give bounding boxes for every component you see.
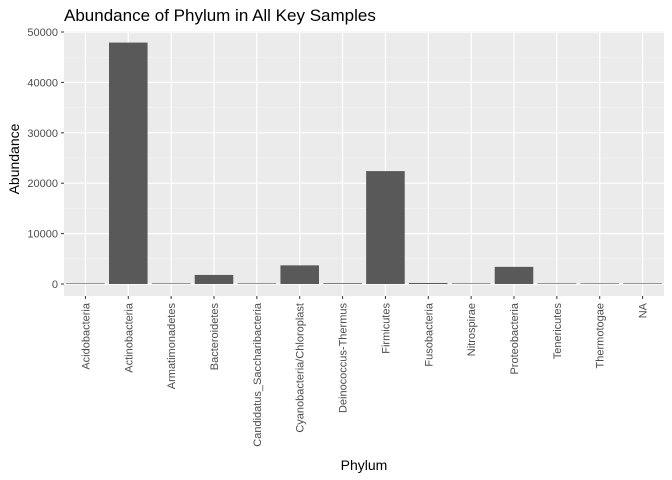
bar-bacteroidetes [194,274,234,284]
y-tick-label: 50000 [27,27,58,39]
y-tick-label: 20000 [27,178,58,190]
x-tick-label: Tenericutes [552,303,564,360]
bars [66,42,662,284]
y-axis-title: Abundance [6,123,22,194]
x-tick-label: Thermotogae [595,303,607,368]
x-tick-label: Proteobacteria [509,302,521,374]
bar-thermotogae [580,283,619,284]
x-tick-label: Armatimonadetes [166,303,178,390]
bar-na [623,283,662,284]
y-axis: 0 10000 20000 30000 40000 50000 [27,27,64,291]
y-tick-label: 10000 [27,229,58,241]
plot-panel [64,31,664,296]
x-axis-title: Phylum [341,457,388,473]
x-tick-label: Deinococcus-Thermus [338,303,350,414]
x-axis: Acidobacteria Actinobacteria Armatimonadet… [80,296,650,447]
x-tick-label: Fusobacteria [423,302,435,366]
bar-candidatus-saccharibacteria [237,283,277,284]
y-tick-label: 30000 [27,128,58,140]
x-tick-label: Firmicutes [380,303,392,354]
bar-armatimonadetes [151,283,191,284]
bar-proteobacteria [494,266,534,284]
x-tick-label: Nitrospirae [466,303,478,356]
bar-actinobacteria [109,42,148,284]
bar-firmicutes [366,171,405,284]
x-tick-label: Cyanobacteria/Chloroplast [295,303,307,433]
x-tick-label: Bacteroidetes [209,303,221,371]
x-tick-label: NA [638,302,650,318]
chart-title: Abundance of Phylum in All Key Samples [64,6,376,25]
y-tick-label: 0 [52,279,58,291]
x-tick-label: Acidobacteria [80,302,92,370]
bar-tenericutes [537,283,577,284]
bar-acidobacteria [66,283,105,284]
bar-nitrospirae [451,283,491,284]
bar-cyanobacteria-chloroplast [280,265,319,284]
y-tick-label: 40000 [27,77,58,89]
bar-fusobacteria [409,282,448,284]
bar-deinococcus-thermus [323,283,362,284]
x-tick-label: Candidatus_Saccharibacteria [252,302,264,447]
x-tick-label: Actinobacteria [123,302,135,373]
